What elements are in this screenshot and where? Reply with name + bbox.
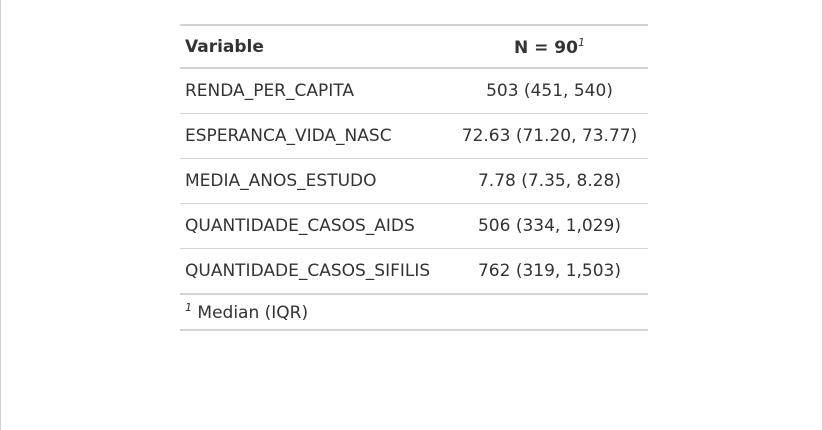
row-value: 72.63 (71.20, 73.77) [450, 113, 648, 159]
header-n-label: N = 90 [514, 37, 578, 58]
row-value: 503 (451, 540) [450, 67, 648, 114]
row-value: 762 (319, 1,503) [450, 248, 648, 295]
table-row: QUANTIDADE_CASOS_AIDS 506 (334, 1,029) [180, 203, 648, 249]
footnote-row: 1 Median (IQR) [180, 294, 648, 331]
row-value: 506 (334, 1,029) [450, 203, 648, 249]
summary-table-container: Variable N = 901 RENDA_PER_CAPITA 503 (4… [180, 24, 648, 331]
row-variable: QUANTIDADE_CASOS_AIDS [180, 203, 451, 249]
row-value: 7.78 (7.35, 8.28) [450, 158, 648, 204]
header-variable-label: Variable [185, 36, 264, 57]
footnote-mark: 1 [185, 301, 192, 314]
row-variable: MEDIA_ANOS_ESTUDO [180, 158, 451, 204]
row-variable: QUANTIDADE_CASOS_SIFILIS [180, 248, 451, 295]
footnote-text: Median (IQR) [197, 303, 309, 323]
table-row: RENDA_PER_CAPITA 503 (451, 540) [180, 67, 648, 114]
frame-border-left [0, 0, 1, 430]
table-row: MEDIA_ANOS_ESTUDO 7.78 (7.35, 8.28) [180, 158, 648, 204]
summary-table: Variable N = 901 RENDA_PER_CAPITA 503 (4… [180, 24, 648, 331]
table-header: Variable N = 901 [180, 25, 648, 68]
header-footnote-mark: 1 [577, 35, 585, 49]
footnote: 1 Median (IQR) [180, 294, 648, 331]
row-variable: RENDA_PER_CAPITA [180, 67, 451, 114]
header-row: Variable N = 901 [180, 25, 648, 68]
table-body: RENDA_PER_CAPITA 503 (451, 540) ESPERANC… [180, 67, 648, 295]
table-row: QUANTIDADE_CASOS_SIFILIS 762 (319, 1,503… [180, 248, 648, 295]
header-n: N = 901 [451, 25, 648, 68]
table-footer: 1 Median (IQR) [180, 294, 648, 331]
table-row: ESPERANCA_VIDA_NASC 72.63 (71.20, 73.77) [180, 113, 648, 159]
row-variable: ESPERANCA_VIDA_NASC [180, 113, 451, 159]
header-variable: Variable [180, 25, 451, 68]
